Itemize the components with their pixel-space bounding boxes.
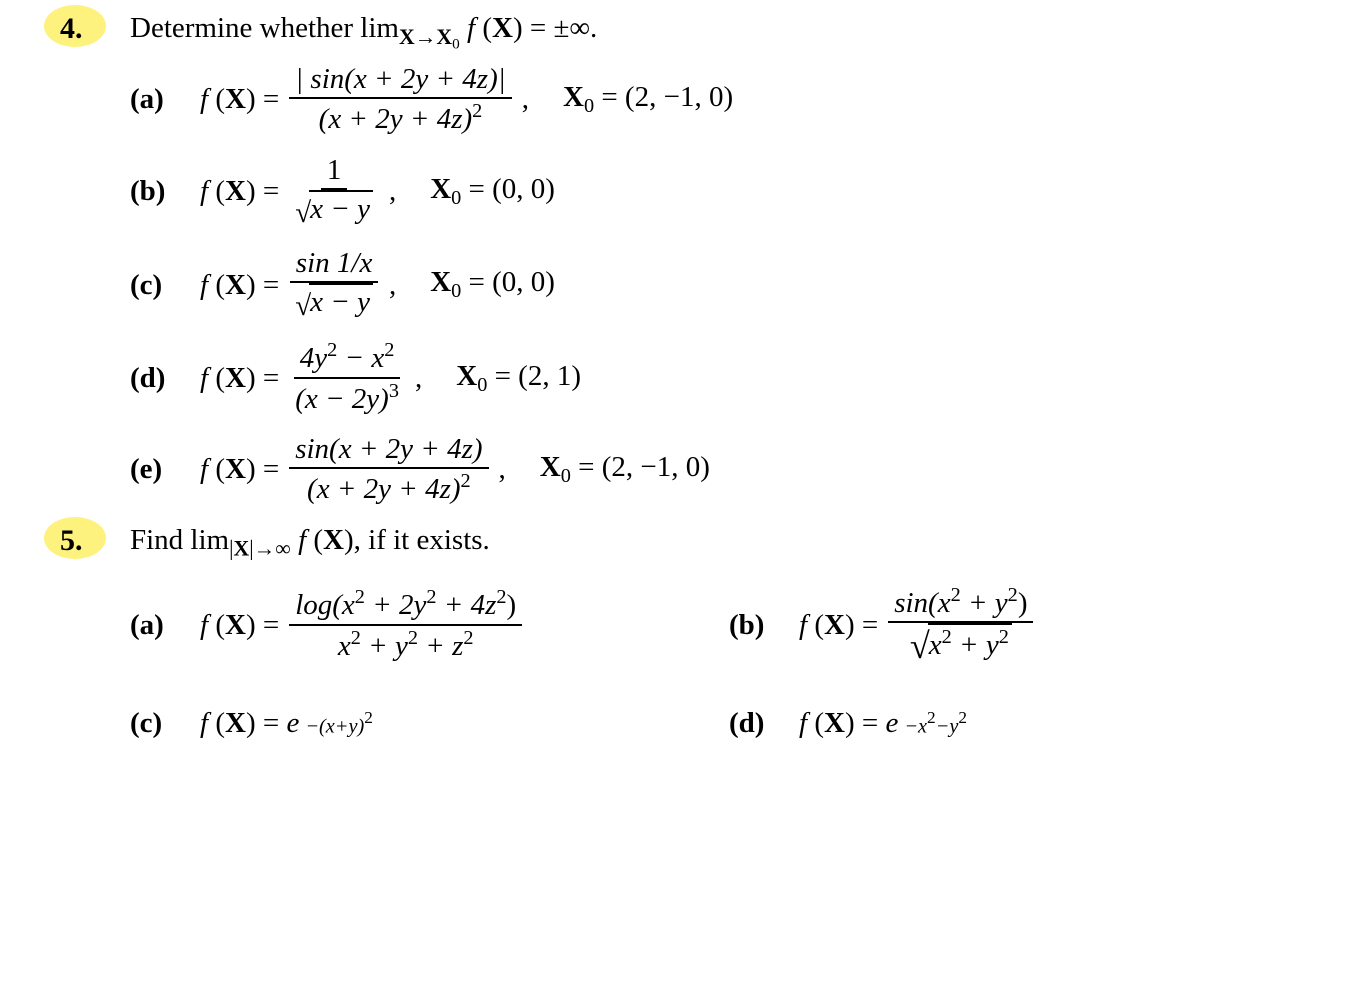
part-label: (c): [130, 267, 200, 303]
part-label: (d): [130, 360, 200, 396]
part-4a: (a) f (X) = | sin(x + 2y + 4z)| (x + 2y …: [130, 61, 1328, 138]
problem-4-parts: (a) f (X) = | sin(x + 2y + 4z)| (x + 2y …: [130, 61, 1328, 508]
part-label: (a): [130, 81, 200, 117]
limit-sub: |X|→∞: [229, 536, 291, 560]
part-5a: (a) f (X) = log(x2 + 2y2 + 4z2) x2 + y2 …: [130, 583, 729, 667]
numerator: sin(x + 2y + 4z): [289, 431, 488, 469]
comma: ,: [389, 173, 396, 209]
page: 4. Determine whether limX→X0 f (X) = ±∞.…: [0, 0, 1348, 1000]
prompt-text: Find lim: [130, 524, 229, 556]
part-label: (e): [130, 451, 200, 487]
problem-4: 4. Determine whether limX→X0 f (X) = ±∞.: [20, 10, 1328, 53]
numerator: sin 1/x: [290, 245, 379, 283]
denominator: x2 + y2 + z2: [332, 626, 480, 664]
problem-number: 5.: [20, 522, 130, 560]
part-4e: (e) f (X) = sin(x + 2y + 4z) (x + 2y + 4…: [130, 431, 1328, 508]
part-5d: (d) f (X) = e−x2−y2: [729, 705, 1328, 741]
denominator: (x − 2y)3: [289, 379, 405, 417]
problem-5: 5. Find lim|X|→∞ f (X), if it exists.: [20, 522, 1328, 563]
prompt-text: Determine whether lim: [130, 12, 399, 44]
part-5b-expr: f (X) = sin(x2 + y2) √x2 + y2: [799, 583, 1037, 667]
numerator: | sin(x + 2y + 4z)|: [289, 61, 512, 99]
numerator: 1: [321, 152, 348, 190]
denominator: (x + 2y + 4z)2: [301, 469, 477, 507]
part-label: (d): [729, 705, 799, 741]
limit-sub-0: 0: [452, 35, 460, 52]
part-label: (b): [130, 173, 200, 209]
part-4a-expr: f (X) = | sin(x + 2y + 4z)| (x + 2y + 4z…: [200, 61, 733, 138]
part-5c: (c) f (X) = e−(x+y)2: [130, 705, 729, 741]
part-5d-expr: f (X) = e−x2−y2: [799, 705, 967, 741]
limit-sub: X→X: [399, 25, 452, 49]
part-label: (a): [130, 607, 200, 643]
part-4e-expr: f (X) = sin(x + 2y + 4z) (x + 2y + 4z)2 …: [200, 431, 710, 508]
part-5a-expr: f (X) = log(x2 + 2y2 + 4z2) x2 + y2 + z2: [200, 585, 526, 664]
denominator: √x − y: [289, 190, 379, 231]
part-5c-expr: f (X) = e−(x+y)2: [200, 705, 373, 741]
part-4b: (b) f (X) = 1 √x − y , X0 = (0, 0): [130, 152, 1328, 231]
denominator: (x + 2y + 4z)2: [313, 99, 489, 137]
part-4d-expr: f (X) = 4y2 − x2 (x − 2y)3 , X0 = (2, 1): [200, 338, 581, 417]
part-4c: (c) f (X) = sin 1/x √x − y , X0 = (0, 0): [130, 245, 1328, 324]
denominator: √x2 + y2: [904, 623, 1018, 667]
prompt-fn: f: [467, 12, 482, 44]
part-label: (c): [130, 705, 200, 741]
comma: ,: [415, 360, 422, 396]
part-5b: (b) f (X) = sin(x2 + y2) √x2 + y2: [729, 583, 1328, 667]
problem-5-prompt: Find lim|X|→∞ f (X), if it exists.: [130, 522, 1328, 563]
problem-number-col: 4.: [20, 10, 130, 48]
part-4c-expr: f (X) = sin 1/x √x − y , X0 = (0, 0): [200, 245, 555, 324]
problem-number-col: 5.: [20, 522, 130, 560]
problem-number: 4.: [20, 10, 130, 48]
numerator: sin(x2 + y2): [888, 583, 1033, 623]
problem-4-prompt: Determine whether limX→X0 f (X) = ±∞.: [130, 10, 1328, 53]
numerator: log(x2 + 2y2 + 4z2): [289, 585, 522, 625]
denominator: √x − y: [289, 283, 379, 324]
part-4b-expr: f (X) = 1 √x − y , X0 = (0, 0): [200, 152, 555, 231]
comma: ,: [389, 267, 396, 303]
part-label: (b): [729, 607, 799, 643]
comma: ,: [499, 451, 506, 487]
comma: ,: [522, 81, 529, 117]
problem-5-parts: (a) f (X) = log(x2 + 2y2 + 4z2) x2 + y2 …: [130, 569, 1328, 766]
numerator: 4y2 − x2: [294, 338, 401, 378]
part-4d: (d) f (X) = 4y2 − x2 (x − 2y)3 , X0 = (2…: [130, 338, 1328, 417]
